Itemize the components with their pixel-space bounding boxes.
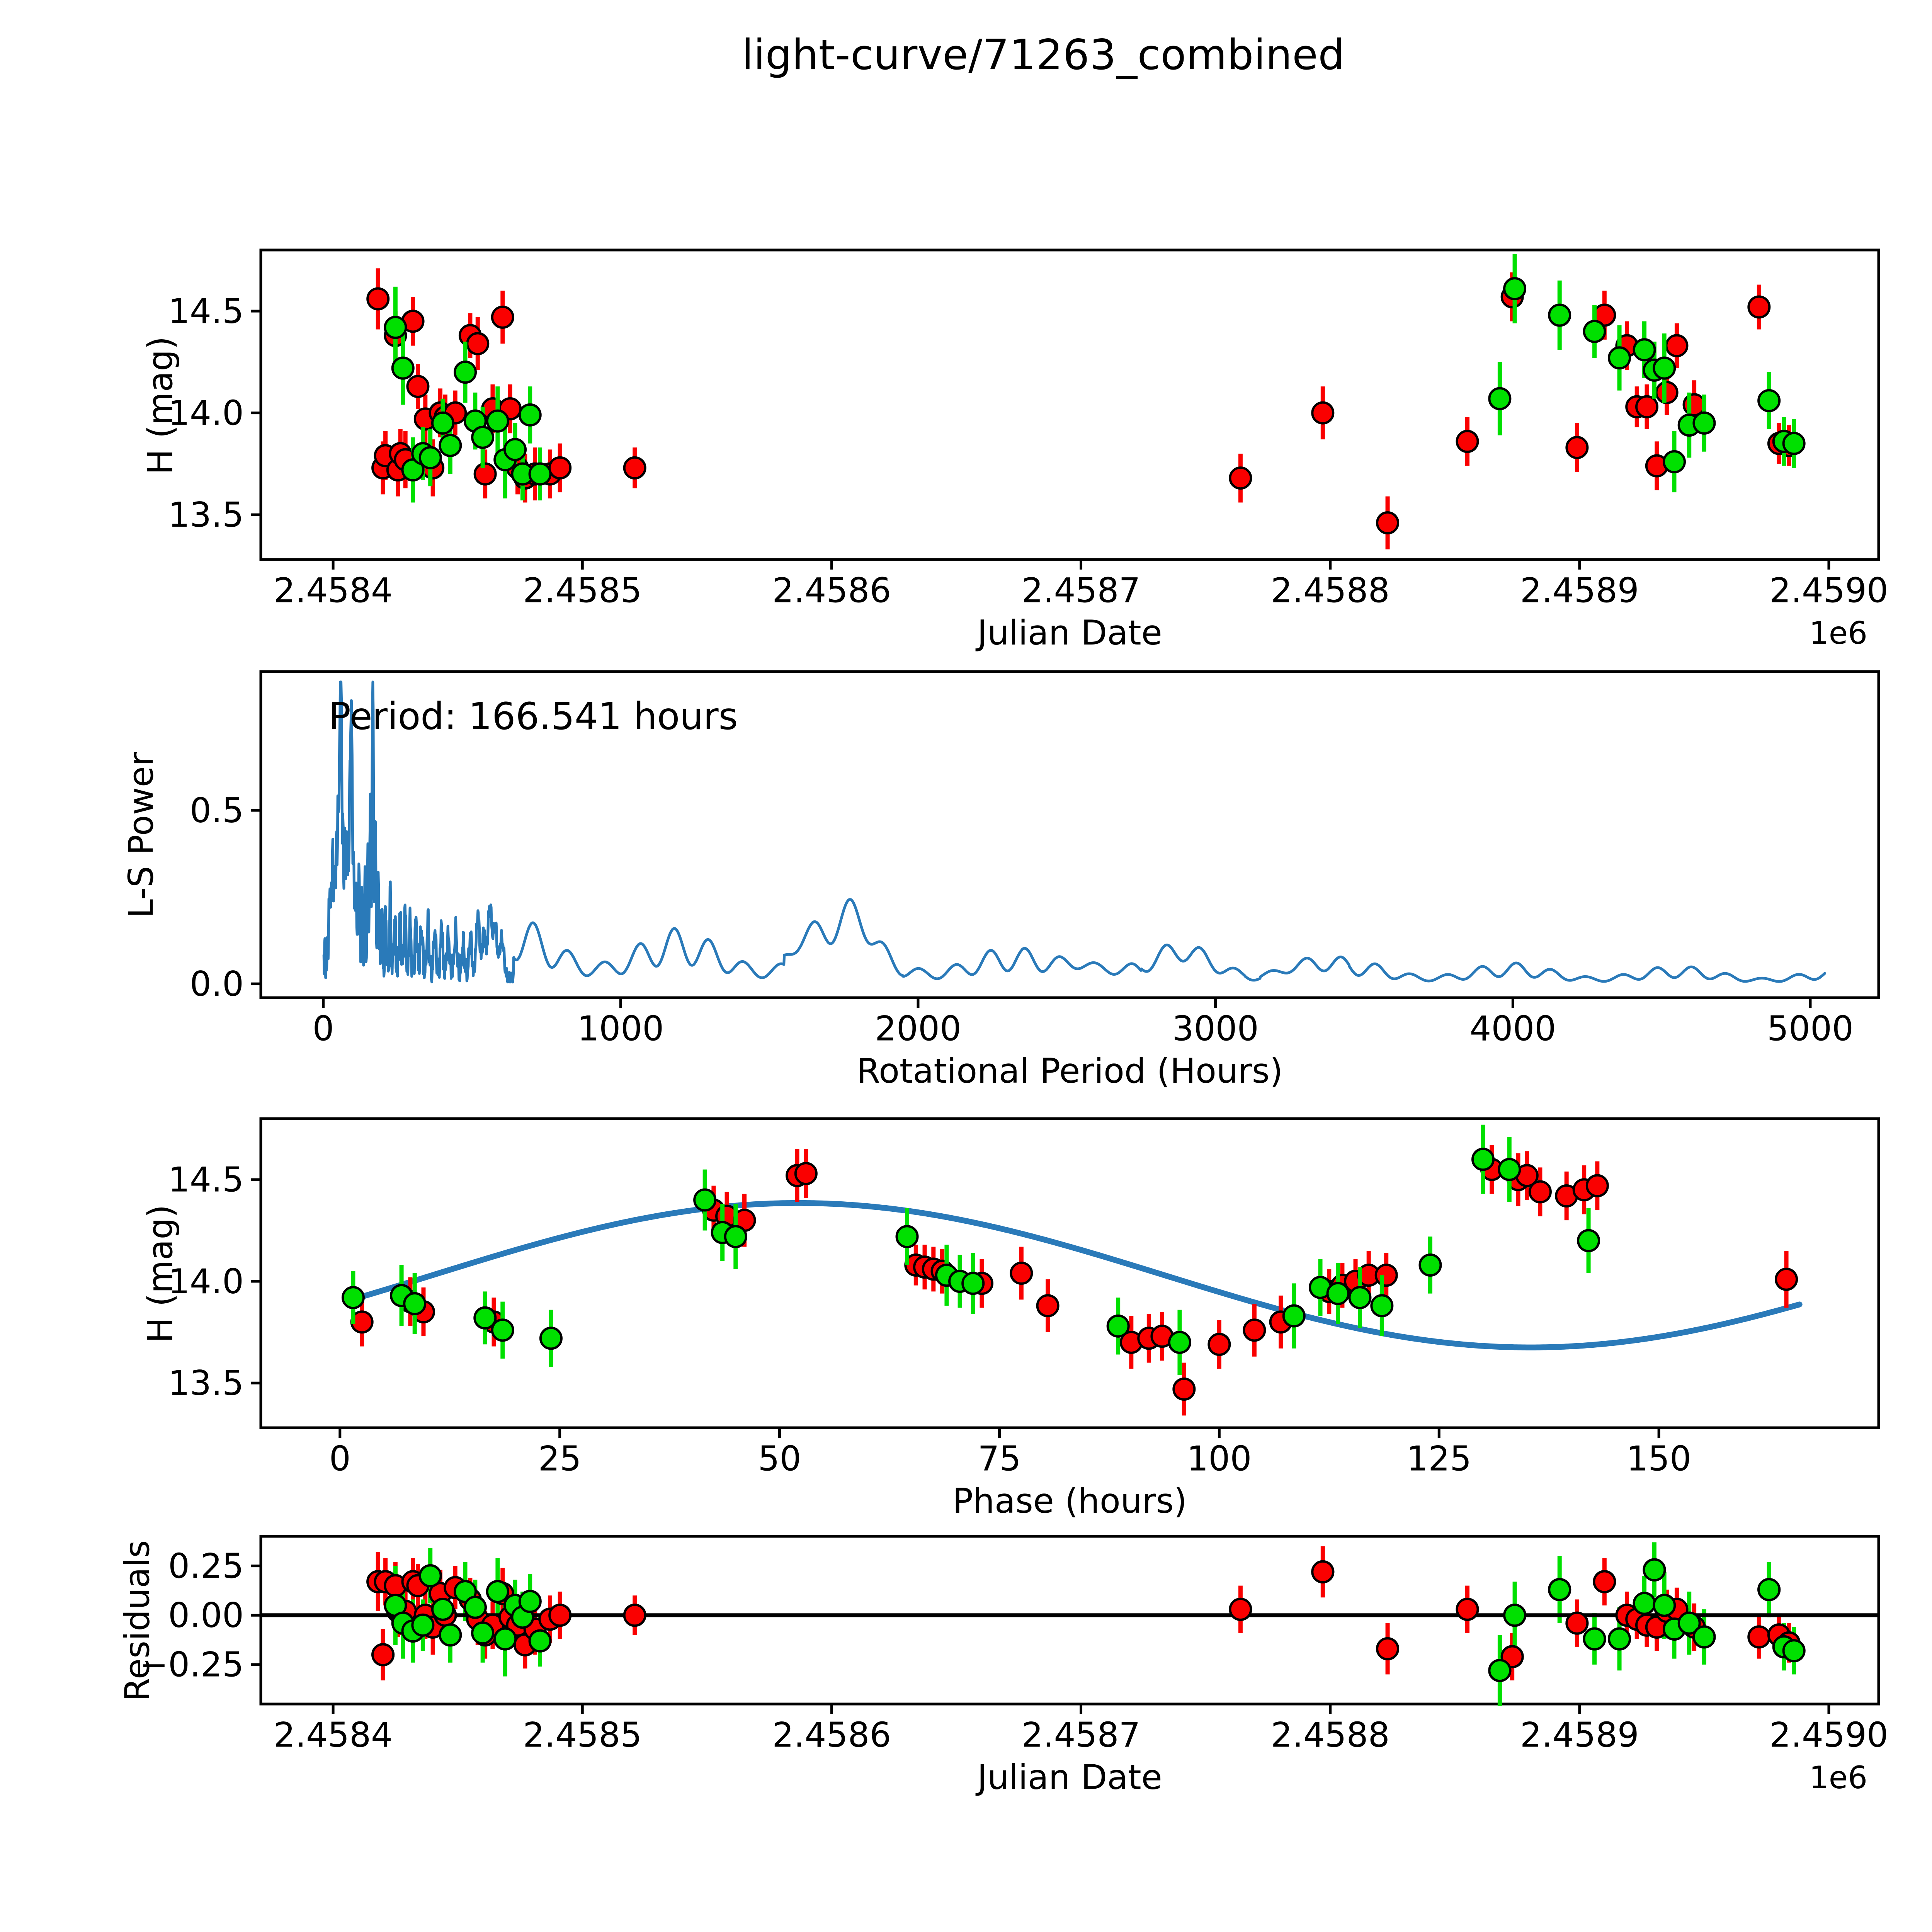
svg-text:150: 150 [1626, 1439, 1691, 1478]
svg-text:0.0: 0.0 [190, 964, 244, 1004]
svg-text:14.5: 14.5 [168, 291, 244, 331]
svg-text:13.5: 13.5 [168, 1363, 244, 1403]
svg-text:2.4590: 2.4590 [1769, 570, 1888, 610]
svg-text:4000: 4000 [1469, 1009, 1556, 1048]
phasefold-xlabel: Phase (hours) [952, 1481, 1187, 1521]
svg-text:2.4584: 2.4584 [274, 570, 393, 610]
periodogram-xlabel: Rotational Period (Hours) [856, 1051, 1283, 1091]
periodogram-plot: 0 1000 2000 3000 4000 5000 0.0 0.5 [190, 670, 1880, 1048]
periodogram-line [322, 680, 1826, 984]
svg-text:2000: 2000 [875, 1009, 961, 1048]
residuals-xlabel: Julian Date [977, 1757, 1162, 1797]
svg-text:0.00: 0.00 [168, 1595, 244, 1635]
svg-text:75: 75 [978, 1439, 1021, 1478]
residuals-offset-text: 1e6 [1809, 1760, 1868, 1796]
series-green-band [384, 1542, 1806, 1706]
svg-text:0.5: 0.5 [190, 791, 244, 830]
svg-text:5000: 5000 [1767, 1009, 1854, 1048]
svg-text:125: 125 [1406, 1439, 1471, 1478]
svg-text:0: 0 [313, 1009, 334, 1048]
svg-text:2.4586: 2.4586 [772, 1715, 891, 1755]
svg-text:14.0: 14.0 [168, 1262, 244, 1301]
svg-text:−0.25: −0.25 [139, 1645, 244, 1685]
sinusoid-fit-curve [350, 1200, 1803, 1350]
svg-text:2.4585: 2.4585 [523, 570, 642, 610]
lightcurve-plot: 2.4584 2.4585 2.4586 2.4587 2.4588 2.4589 2.45… [168, 248, 1888, 610]
panel-periodogram: 0 1000 2000 3000 4000 5000 0.0 0.5 [190, 670, 1880, 1048]
panel-lightcurve: 2.4584 2.4585 2.4586 2.4587 2.4588 2.4589 2.45… [0, 0, 1932, 657]
svg-text:2.4590: 2.4590 [1769, 1715, 1888, 1755]
svg-text:100: 100 [1187, 1439, 1252, 1478]
svg-text:2.4589: 2.4589 [1520, 1715, 1639, 1755]
svg-text:2.4588: 2.4588 [1271, 570, 1390, 610]
lightcurve-offset-text: 1e6 [1809, 615, 1868, 651]
svg-text:2.4586: 2.4586 [772, 570, 891, 610]
series-red-band [366, 1546, 1801, 1680]
svg-text:2.4587: 2.4587 [1022, 1715, 1141, 1755]
figure-title: light-curve/71263_combined [742, 31, 1345, 79]
svg-text:2.4587: 2.4587 [1022, 570, 1141, 610]
svg-text:13.5: 13.5 [168, 495, 244, 535]
svg-text:2.4584: 2.4584 [274, 1715, 393, 1755]
series-green-band [384, 254, 1806, 503]
lightcurve-xlabel: Julian Date [977, 613, 1162, 653]
svg-text:14.0: 14.0 [168, 393, 244, 433]
panel-phasefold: 0 25 50 75 100 125 150 13.5 14.0 14.5 [168, 1117, 1880, 1478]
svg-text:0: 0 [329, 1439, 351, 1478]
svg-text:2.4588: 2.4588 [1271, 1715, 1390, 1755]
svg-text:1000: 1000 [577, 1009, 664, 1048]
phasefold-plot: 0 25 50 75 100 125 150 13.5 14.0 14.5 [168, 1117, 1880, 1478]
period-annotation: Period: 166.541 hours [328, 695, 738, 738]
svg-text:14.5: 14.5 [168, 1160, 244, 1200]
svg-text:0.25: 0.25 [168, 1546, 244, 1586]
svg-text:2.4585: 2.4585 [523, 1715, 642, 1755]
svg-text:2.4589: 2.4589 [1520, 570, 1639, 610]
residuals-ylabel: Residuals [117, 1540, 157, 1702]
svg-text:3000: 3000 [1172, 1009, 1259, 1048]
series-green-band [341, 1124, 1600, 1375]
svg-text:25: 25 [538, 1439, 582, 1478]
svg-text:50: 50 [758, 1439, 801, 1478]
